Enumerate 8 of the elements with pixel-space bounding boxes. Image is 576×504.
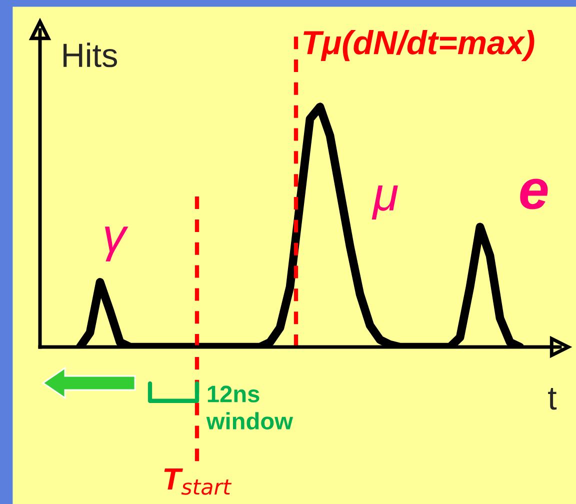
annotation: e — [520, 178, 548, 210]
text: Tμ(dN/dt=max) — [304, 30, 534, 62]
text: T$_{start}$ — [164, 468, 232, 495]
x-axis-title: t — [548, 388, 557, 410]
text: 12ns window — [206, 386, 294, 430]
annotation: γ — [104, 226, 128, 262]
y-axis-title: Hits — [64, 42, 117, 68]
annotation: μ — [372, 185, 398, 220]
